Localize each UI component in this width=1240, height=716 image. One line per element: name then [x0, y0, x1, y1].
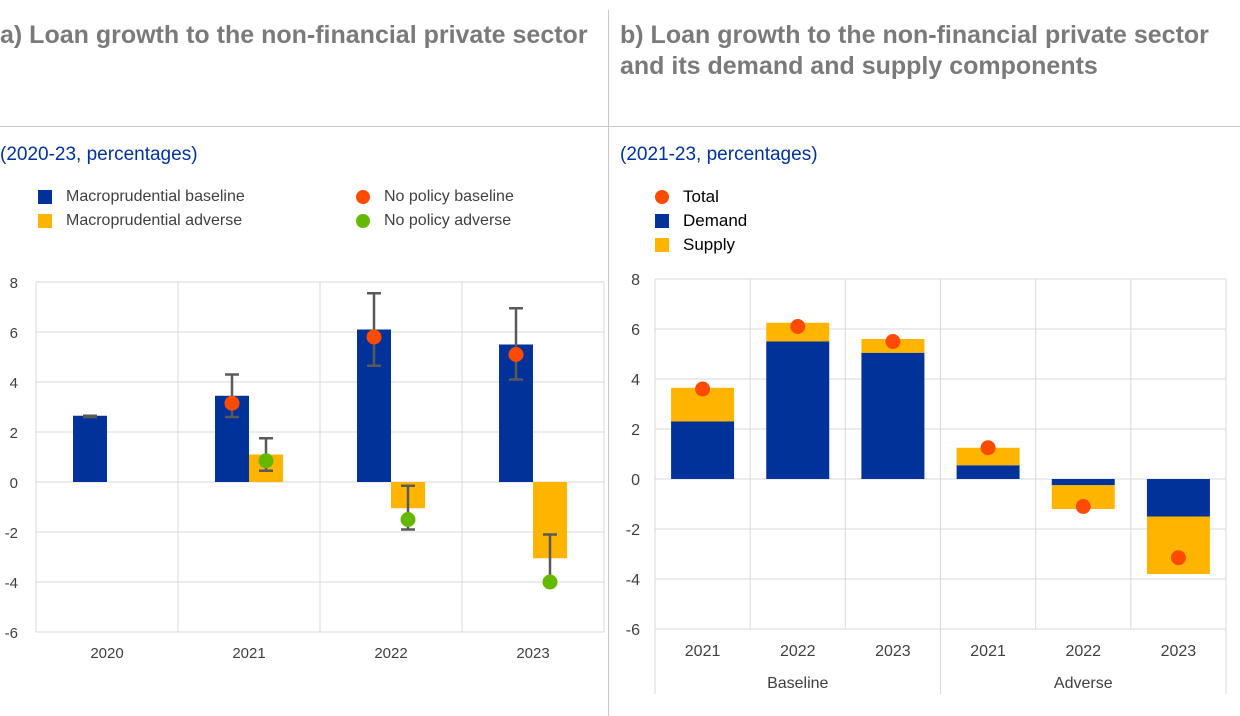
- y-tick-label: -6: [5, 625, 18, 642]
- legend-dot-orange: [356, 190, 370, 204]
- bar-demand: [1051, 479, 1115, 486]
- panel-b-subtitle: (2021-23, percentages): [620, 144, 818, 165]
- bar-demand: [956, 465, 1020, 479]
- dot-no-policy-baseline: [508, 347, 524, 362]
- dot-total: [790, 319, 806, 334]
- legend-label: No policy adverse: [384, 212, 512, 229]
- bar-demand: [861, 352, 925, 479]
- dot-no-policy-baseline: [366, 329, 382, 345]
- y-tick-label: -2: [626, 522, 640, 539]
- x-tick-label: 2023: [1161, 643, 1197, 660]
- bar-demand: [671, 421, 735, 479]
- legend-label: Macroprudential baseline: [66, 188, 245, 205]
- panel-a-chart: -6 -4 -2 0 2 4 6 8 2020 2021 2022 2023: [5, 275, 605, 662]
- y-tick-label: 8: [631, 272, 640, 289]
- panel-a-title: a) Loan growth to the non-financial priv…: [0, 21, 588, 49]
- group-label: Adverse: [1054, 675, 1113, 692]
- dot-no-policy-adverse: [400, 512, 416, 527]
- x-tick-label: 2023: [875, 643, 911, 660]
- legend-macroprudential-adverse: Macroprudential adverse: [38, 211, 242, 231]
- y-tick-label: 2: [10, 425, 18, 442]
- legend-swatch-blue: [38, 190, 52, 204]
- y-tick-label: -2: [5, 525, 18, 542]
- legend-swatch-yellow: [655, 238, 669, 252]
- bar-demand: [766, 341, 830, 479]
- legend-label: No policy baseline: [384, 188, 514, 205]
- x-tick-label: 2021: [685, 643, 721, 660]
- y-tick-label: 0: [10, 475, 18, 492]
- x-tick-label: 2022: [374, 645, 407, 662]
- dot-no-policy-adverse: [542, 574, 558, 590]
- dot-no-policy-adverse: [258, 453, 274, 469]
- legend-total: Total: [655, 187, 719, 207]
- panel-b-chart: -6 -4 -2 0 2 4 6 8 2021 2022 2023 2021 2022 2023 Basel…: [626, 272, 1227, 694]
- y-tick-label: -4: [626, 572, 640, 589]
- x-tick-label: 2021: [970, 643, 1006, 660]
- y-tick-label: 0: [631, 472, 640, 489]
- legend-label: Supply: [683, 235, 735, 254]
- y-tick-label: 6: [10, 325, 18, 342]
- legend-dot-green: [356, 214, 370, 228]
- legend-label: Total: [683, 187, 719, 206]
- dot-total: [980, 440, 996, 456]
- x-tick-label: 2021: [232, 645, 265, 662]
- y-tick-label: 8: [10, 275, 18, 292]
- legend-no-policy-adverse: No policy adverse: [356, 211, 511, 231]
- bar-macroprudential-baseline: [73, 415, 107, 482]
- legend-label: Demand: [683, 211, 748, 230]
- legend-dot-orange: [655, 190, 669, 204]
- dot-total: [1170, 550, 1186, 566]
- x-tick-label: 2020: [90, 645, 123, 662]
- legend-no-policy-baseline: No policy baseline: [356, 187, 514, 207]
- y-tick-label: 4: [631, 372, 640, 389]
- legend-macroprudential-baseline: Macroprudential baseline: [38, 187, 245, 207]
- legend-demand: Demand: [655, 211, 747, 231]
- group-label: Baseline: [767, 675, 828, 692]
- panel-b-title: b) Loan growth to the non-financial priv…: [620, 21, 1209, 80]
- legend-swatch-yellow: [38, 214, 52, 228]
- y-tick-label: 4: [10, 375, 18, 392]
- panel-divider: [608, 10, 609, 716]
- legend-swatch-blue: [655, 214, 669, 228]
- panel-a-subtitle: (2020-23, percentages): [0, 144, 198, 165]
- dot-total: [885, 334, 901, 349]
- x-tick-label: 2023: [516, 645, 549, 662]
- dot-total: [695, 381, 711, 397]
- y-tick-label: 2: [631, 422, 640, 439]
- x-tick-label: 2022: [1065, 643, 1101, 660]
- y-tick-label: 6: [631, 322, 640, 339]
- legend-label: Macroprudential adverse: [66, 212, 243, 229]
- header-divider: [0, 126, 1240, 127]
- y-tick-label: -4: [5, 575, 18, 592]
- bar-supply: [1051, 485, 1115, 509]
- x-tick-label: 2022: [780, 643, 816, 660]
- dot-total: [1075, 499, 1091, 514]
- bar-supply: [1146, 516, 1210, 574]
- legend-supply: Supply: [655, 235, 735, 255]
- dot-no-policy-baseline: [224, 395, 240, 411]
- bar-demand: [1146, 479, 1210, 517]
- bar-supply: [956, 447, 1020, 466]
- y-tick-label: -6: [626, 622, 640, 639]
